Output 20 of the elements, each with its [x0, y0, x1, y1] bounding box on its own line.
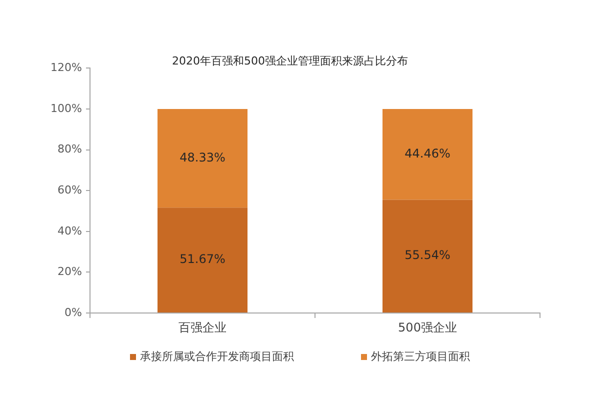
- data-label: 55.54%: [404, 248, 450, 262]
- x-tick-label: 百强企业: [178, 320, 226, 334]
- data-label: 48.33%: [180, 150, 226, 164]
- chart-title: 2020年百强和500强企业管理面积来源占比分布: [172, 54, 408, 68]
- bar: [382, 109, 472, 200]
- y-tick-label: 100%: [50, 102, 82, 115]
- legend-label: 外拓第三方项目面积: [371, 350, 470, 363]
- data-label: 51.67%: [180, 252, 226, 266]
- legend-label: 承接所属或合作开发商项目面积: [140, 350, 294, 363]
- y-tick-label: 120%: [50, 61, 82, 74]
- y-tick-label: 0%: [64, 306, 82, 319]
- y-tick-label: 60%: [58, 183, 82, 196]
- y-tick-label: 40%: [58, 224, 82, 238]
- bar: [158, 109, 248, 208]
- bar: [382, 200, 472, 312]
- y-tick-label: 20%: [58, 265, 82, 278]
- x-tick-label: 500强企业: [398, 320, 457, 334]
- y-tick-label: 80%: [58, 142, 82, 156]
- bar: [158, 208, 248, 312]
- data-label: 44.46%: [404, 146, 450, 160]
